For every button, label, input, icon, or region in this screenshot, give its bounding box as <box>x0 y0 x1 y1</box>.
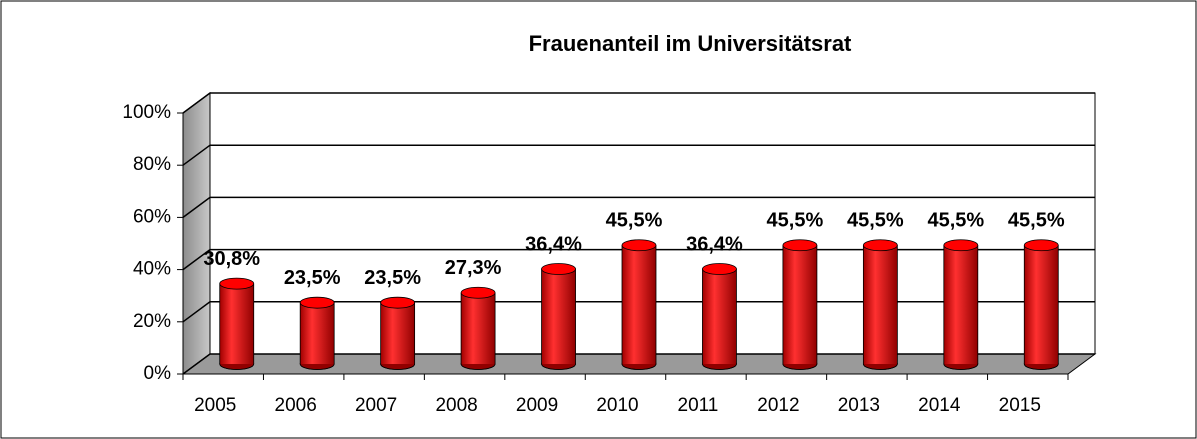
y-tick-label: 100% <box>122 102 171 123</box>
cylinder-outline <box>943 245 979 370</box>
x-tick-label: 2005 <box>194 395 236 416</box>
bar <box>380 302 415 364</box>
data-label: 45,5% <box>1008 210 1065 232</box>
cylinder-top <box>219 277 255 290</box>
cylinder-outline <box>702 268 737 370</box>
bar <box>943 245 978 364</box>
data-label: 23,5% <box>364 267 421 289</box>
bar <box>782 245 817 364</box>
cylinder-outline <box>299 302 335 370</box>
cylinder-outline <box>1023 245 1059 370</box>
y-tick-label: 0% <box>144 363 172 384</box>
bar <box>702 268 737 364</box>
cylinder-outline <box>541 268 576 370</box>
cylinder-top <box>943 239 979 252</box>
cylinder-top <box>299 296 335 309</box>
x-tick-label: 2007 <box>355 395 397 416</box>
side-wall <box>182 92 211 375</box>
data-label: 45,5% <box>927 210 984 232</box>
y-tick-label: 80% <box>133 154 171 175</box>
data-label: 27,3% <box>445 257 502 279</box>
data-label: 45,5% <box>847 210 904 232</box>
x-tick-label: 2008 <box>435 395 477 416</box>
bar <box>622 245 656 364</box>
cylinder-outline <box>621 245 657 370</box>
x-tick-label: 2009 <box>516 395 558 416</box>
cylinder-top <box>460 286 496 299</box>
cylinder-outline <box>782 245 818 370</box>
x-tick-label: 2014 <box>918 395 961 416</box>
cylinder-top <box>380 296 416 309</box>
chart-title: Frauenanteil im Universitätsrat <box>529 31 852 56</box>
bar <box>300 302 335 364</box>
data-label: 45,5% <box>606 210 663 232</box>
x-tick-label: 2010 <box>596 395 638 416</box>
bar <box>541 268 576 364</box>
cylinder-outline <box>219 283 255 370</box>
y-tick-label: 40% <box>133 259 171 280</box>
data-label: 23,5% <box>284 267 341 289</box>
data-label: 45,5% <box>767 210 824 232</box>
cylinder-top <box>621 239 657 252</box>
data-label: 30,8% <box>203 248 260 270</box>
cylinder-outline <box>380 302 416 370</box>
x-tick-label: 2013 <box>838 395 880 416</box>
data-label: 36,4% <box>525 233 582 255</box>
bar <box>863 245 898 364</box>
x-tick-label: 2015 <box>999 395 1041 416</box>
x-tick-label: 2011 <box>678 395 719 416</box>
cylinder-top <box>1023 239 1059 252</box>
bar <box>219 283 254 364</box>
data-label: 36,4% <box>686 233 743 255</box>
cylinder-outline <box>460 292 496 370</box>
grid-line <box>182 92 1095 114</box>
y-tick-label: 20% <box>133 311 171 332</box>
cylinder-top <box>782 239 818 252</box>
x-tick-label: 2012 <box>757 395 799 416</box>
cylinder-top <box>702 263 737 275</box>
cylinder-top <box>862 239 898 252</box>
bar <box>1024 245 1059 364</box>
grid-line <box>182 196 1095 219</box>
grid-line <box>182 144 1095 166</box>
x-tick-label: 2006 <box>275 395 317 416</box>
cylinder-top <box>541 263 576 275</box>
y-tick-label: 60% <box>133 206 171 227</box>
cylinder-outline <box>862 245 898 370</box>
bar <box>461 292 496 364</box>
